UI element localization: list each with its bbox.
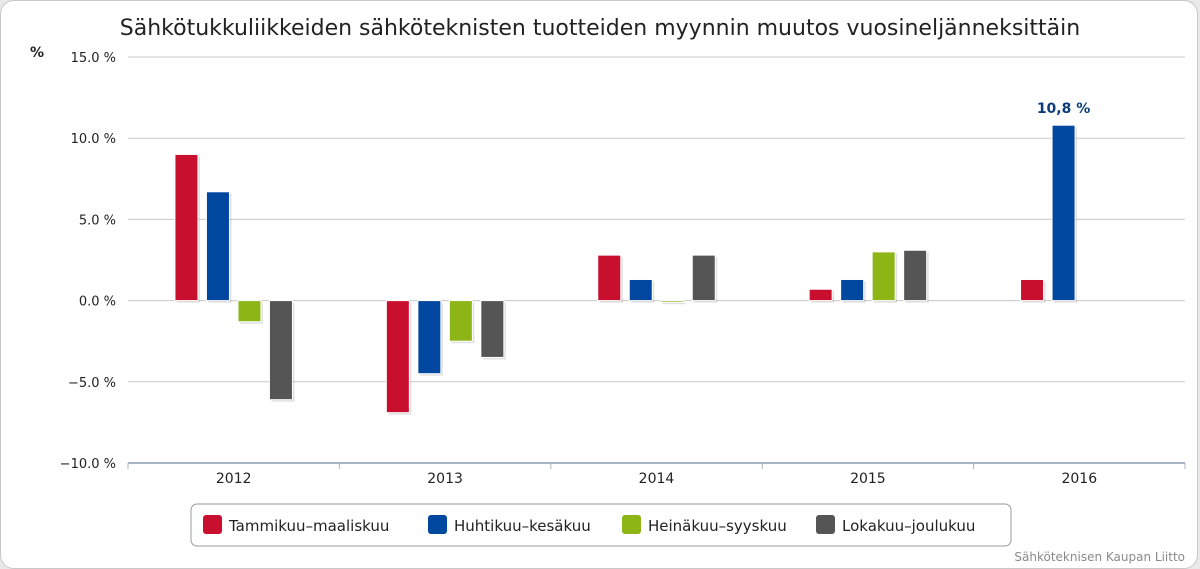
legend-box — [190, 503, 1012, 547]
gridlines — [128, 56, 1185, 383]
bar — [1020, 278, 1045, 302]
bar — [268, 300, 293, 401]
x-axis: 2012 2013 2014 2015 2016 — [127, 462, 1186, 487]
legend-item[interactable]: Huhtikuu–kesäkuu — [428, 515, 591, 535]
bar — [205, 191, 230, 302]
legend-swatch — [816, 515, 835, 534]
x-tick-label: 2014 — [639, 471, 675, 487]
bar — [385, 300, 410, 414]
bar — [628, 278, 653, 302]
y-tick-label: 5.0 % — [79, 213, 116, 228]
legend-label: Huhtikuu–kesäkuu — [454, 517, 591, 535]
y-tick-label: 15.0 % — [71, 51, 116, 66]
data-labels: 10,8 % — [1037, 101, 1090, 117]
chart-credit: Sähköteknisen Kaupan Liitto — [1014, 550, 1185, 564]
bar — [1051, 124, 1076, 302]
legend-swatch — [203, 515, 222, 534]
bar — [691, 254, 716, 302]
chart-title: Sähkötukkuliikkeiden sähköteknisten tuot… — [120, 16, 1080, 41]
y-tick-label: 0.0 % — [79, 295, 116, 310]
x-tick-label: 2012 — [216, 471, 252, 487]
x-tick-label: 2016 — [1061, 471, 1097, 487]
bar — [174, 153, 199, 302]
legend-label: Lokakuu–joulukuu — [842, 517, 975, 535]
x-tick-label: 2013 — [427, 471, 463, 487]
y-tick-label: −10.0 % — [60, 457, 116, 472]
bar-shadow — [662, 302, 686, 305]
x-tick-label: 2015 — [850, 471, 886, 487]
bar — [448, 300, 473, 342]
legend-label: Heinäkuu–syyskuu — [648, 517, 787, 535]
y-tick-label: 10.0 % — [71, 132, 116, 147]
legend-item[interactable]: Lokakuu–joulukuu — [816, 515, 975, 535]
legend-item[interactable]: Tammikuu–maaliskuu — [203, 515, 389, 535]
bar — [597, 254, 622, 302]
legend-swatch — [622, 515, 641, 534]
legend[interactable]: Tammikuu–maaliskuu Huhtikuu–kesäkuu Heinäk… — [190, 503, 1012, 547]
bar — [480, 300, 505, 358]
bar — [660, 300, 685, 303]
legend-label: Tammikuu–maaliskuu — [228, 517, 389, 535]
legend-swatch — [428, 515, 447, 534]
bar — [871, 251, 896, 302]
legend-item[interactable]: Heinäkuu–syyskuu — [622, 515, 787, 535]
data-label: 10,8 % — [1037, 101, 1090, 117]
y-axis-unit-label: % — [30, 45, 44, 61]
y-axis-ticks: 15.0 % 10.0 % 5.0 % 0.0 % −5.0 % −10.0 % — [60, 51, 116, 472]
bar — [840, 278, 865, 302]
bar — [237, 300, 262, 323]
bars — [174, 124, 1078, 415]
bar — [903, 249, 928, 302]
bar — [808, 288, 833, 302]
y-tick-label: −5.0 % — [68, 376, 116, 391]
bar — [417, 300, 442, 375]
